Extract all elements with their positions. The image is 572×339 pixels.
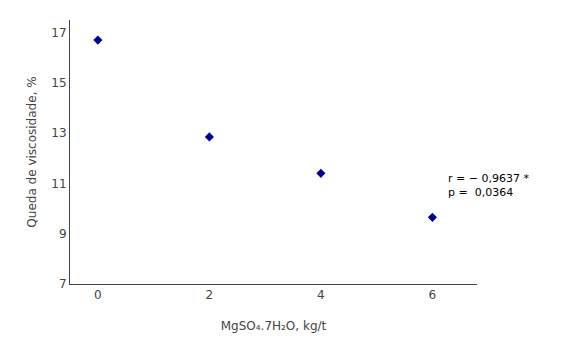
svg-text:6: 6 [429, 288, 437, 302]
svg-text:13: 13 [51, 126, 66, 140]
svg-text:17: 17 [51, 26, 66, 40]
svg-text:0: 0 [94, 288, 102, 302]
svg-text:11: 11 [51, 177, 66, 191]
svg-text:9: 9 [59, 227, 67, 241]
svg-text:MgSO₄.7H₂O, kg/t: MgSO₄.7H₂O, kg/t [221, 319, 327, 333]
svg-text:Queda de viscosidade, %: Queda de viscosidade, % [25, 76, 39, 227]
svg-text:15: 15 [51, 76, 66, 90]
svg-text:7: 7 [59, 277, 67, 291]
svg-text:4: 4 [317, 288, 325, 302]
svg-text:r = − 0,9637 *p = 0,0364: r = − 0,9637 *p = 0,0364 [448, 172, 529, 199]
svg-text:2: 2 [206, 288, 214, 302]
